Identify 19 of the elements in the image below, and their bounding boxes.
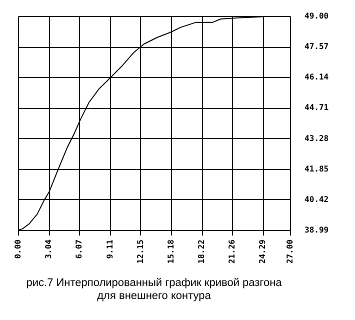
x-tick-label: 27.00 <box>286 239 294 264</box>
y-tick-label: 41.85 <box>304 164 329 174</box>
x-tick-label: 0.00 <box>14 239 22 259</box>
x-tick-label: 3.04 <box>44 239 54 259</box>
y-tick-label: 38.99 <box>304 226 329 234</box>
y-tick-label: 40.42 <box>304 194 329 204</box>
x-tick-label: 9.11 <box>105 239 114 259</box>
x-tick-label: 15.18 <box>166 239 176 264</box>
x-tick-label: 24.29 <box>258 239 268 264</box>
y-tick-label: 49.00 <box>304 12 329 20</box>
y-tick-label: 47.57 <box>304 42 329 52</box>
x-tick-label: 6.07 <box>74 239 84 259</box>
x-tick-label: 18.22 <box>197 239 206 264</box>
x-tick-label: 21.26 <box>228 239 237 264</box>
y-tick-label: 46.14 <box>304 72 329 82</box>
y-tick-label: 44.71 <box>304 103 329 112</box>
text: рис.7 Интерполированный график кривой разгона для внешнего контура <box>26 277 283 302</box>
x-tick-label: 12.15 <box>136 239 145 264</box>
y-tick-label: 43.28 <box>304 134 329 143</box>
